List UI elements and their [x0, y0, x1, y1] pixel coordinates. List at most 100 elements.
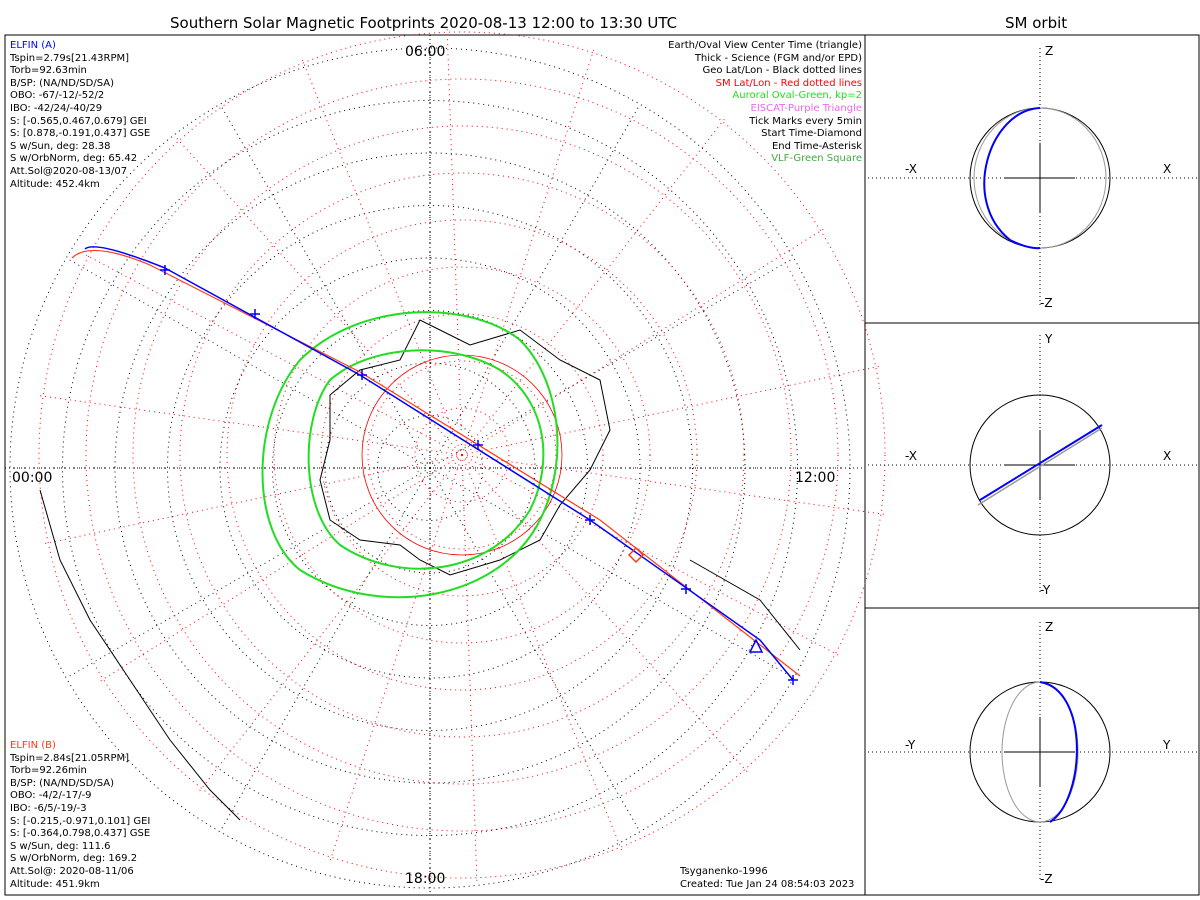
- geo-lon-line: [429, 104, 641, 469]
- sat-b-line: Torb=92.26min: [10, 765, 87, 777]
- orbit2-top: Y: [1045, 332, 1053, 346]
- orbit-frame: [864, 34, 1200, 896]
- sat-a-track: [84, 246, 794, 681]
- legend-item: Start Time-Diamond: [761, 128, 862, 140]
- sat-a-line: S: [-0.565,0.467,0.679] GEI: [10, 115, 147, 127]
- tick-mark: [585, 515, 595, 525]
- sm-lat-circle: [273, 266, 651, 644]
- sat-b-line: OBO: -4/2/-17/-9: [10, 790, 92, 802]
- auroral-oval-inner: [307, 349, 545, 570]
- sm-lat-circle: [226, 219, 698, 691]
- sat-a-line: Tspin=2.79s[21.43RPM]: [10, 52, 130, 64]
- sat-a-line: IBO: -42/24/-40/29: [10, 102, 103, 114]
- sm-lat-circle: [38, 31, 886, 879]
- sat-b-line: Att.Sol@: 2020-08-11/06: [10, 865, 134, 877]
- start-diamond: [627, 546, 645, 564]
- sat-a-line: Att.Sol@2020-08-13/07: [10, 165, 128, 177]
- plot-title: Southern Solar Magnetic Footprints 2020-…: [170, 14, 678, 32]
- sm-lon-line: [461, 454, 624, 854]
- sat-b-line: S: [-0.364,0.798,0.437] GSE: [10, 828, 151, 840]
- mlt-label-top: 06:00: [405, 44, 446, 60]
- geo-lon-line: [429, 467, 794, 679]
- legend-item: SM Lat/Lon - Red dotted lines: [715, 77, 862, 89]
- auroral-oval-outer: [261, 311, 559, 599]
- footer: Tsyganenko-1996 Created: Tue Jan 24 08:5…: [680, 866, 854, 891]
- sat-a-line: S w/Sun, deg: 28.38: [10, 140, 111, 152]
- orbit3-top: Z: [1045, 620, 1054, 634]
- sat-b-line: Tspin=2.84s[21.05RPM]: [10, 752, 130, 764]
- sat-b-line: S: [-0.215,-0.971,0.101] GEI: [10, 815, 151, 827]
- earth-cross: [1005, 717, 1075, 787]
- orbit3-right: Y: [1163, 738, 1171, 752]
- geo-lon-line: [429, 257, 794, 469]
- sat-a-line: OBO: -67/-12/-52/2: [10, 90, 105, 102]
- sm-lon-line: [300, 56, 463, 456]
- legend-item: End Time-Asterisk: [771, 140, 862, 152]
- orbit1-bottom: -Z: [1040, 296, 1053, 310]
- sm-lon-line: [461, 365, 883, 456]
- sm-lon-line: [461, 454, 478, 885]
- orbit1-left: -X: [905, 162, 917, 176]
- tick-mark: [788, 675, 798, 685]
- earth-cross: [1005, 430, 1075, 500]
- sm-lat-circle: [414, 407, 510, 503]
- orbit-title: SM orbit: [1005, 14, 1068, 32]
- sat-a-line: B/SP: (NA/ND/SD/SA): [10, 77, 114, 89]
- sm-lat-circle: [320, 313, 604, 597]
- sm-lon-line: [461, 454, 842, 658]
- orbit-a: [979, 424, 1103, 501]
- sm-lon-line: [36, 394, 463, 456]
- sm-lat-circle: [132, 125, 792, 785]
- orbit-b: [977, 427, 1103, 506]
- geo-lon-line: [429, 467, 641, 832]
- orbit-a: [1039, 681, 1078, 823]
- geo-lat-circle: [167, 205, 693, 731]
- orbit2-left: -X: [905, 449, 917, 463]
- legend-item: VLF-Green Square: [771, 153, 862, 165]
- tick-mark: [160, 265, 170, 275]
- geo-lon-line: [219, 104, 431, 469]
- sat-a-line: Altitude: 452.4km: [10, 178, 100, 190]
- orbit-a: [983, 107, 1041, 250]
- sm-lon-line: [461, 115, 728, 456]
- geo-lon-line: [66, 257, 431, 469]
- orbit2-bottom: -Y: [1040, 583, 1051, 597]
- geo-lat-circle: [377, 415, 483, 521]
- earth-circle: [969, 394, 1111, 536]
- geo-lat-circle: [62, 100, 798, 836]
- legend-item: EISCAT-Purple Triangle: [750, 102, 863, 114]
- orbit1-top: Z: [1045, 44, 1054, 58]
- geo-lat-circle: [272, 310, 588, 626]
- sm-lon-line: [446, 25, 463, 456]
- sat-b-name: ELFIN (B): [10, 740, 56, 751]
- sat-a-name: ELFIN (A): [10, 40, 56, 51]
- mlt-label-bottom: 18:00: [405, 871, 446, 887]
- south-america-coastline: [39, 489, 241, 821]
- sm-lon-line: [328, 454, 463, 865]
- legend-item: Auroral Oval-Green, kp=2: [732, 90, 862, 102]
- sat-b-track: [71, 249, 801, 677]
- geo-lon-line: [66, 467, 431, 679]
- tick-mark: [473, 440, 483, 450]
- model-label: Tsyganenko-1996: [680, 866, 768, 877]
- sm-lon-line: [196, 454, 463, 795]
- sat-b-line: IBO: -6/5/-19/-3: [10, 802, 87, 814]
- sat-a-line: S: [0.878,-0.191,0.437] GSE: [10, 128, 151, 140]
- mlt-label-right: 12:00: [795, 470, 836, 486]
- legend-item: Thick - Science (FGM and/or EPD): [694, 52, 862, 64]
- sat-b-info: ELFIN (B) Tspin=2.84s[21.05RPM] Torb=92.…: [10, 740, 150, 891]
- legend-item: Earth/Oval View Center Time (triangle): [668, 40, 862, 51]
- sat-b-line: S w/Sun, deg: 111.6: [10, 840, 111, 852]
- geo-lat-circle: [9, 47, 851, 889]
- sat-a-info: ELFIN (A) Tspin=2.79s[21.43RPM] Torb=92.…: [10, 40, 150, 191]
- created-label: Created: Tue Jan 24 08:54:03 2023: [680, 878, 855, 890]
- sm-lon-line: [461, 45, 596, 456]
- orbit3-bottom: -Z: [1040, 872, 1053, 886]
- coastline: [689, 559, 801, 651]
- sm-lat-circle: [179, 172, 745, 738]
- tick-mark: [357, 370, 367, 380]
- orbit2-right: X: [1163, 449, 1172, 463]
- sat-b-line: S w/OrbNorm, deg: 169.2: [10, 853, 138, 865]
